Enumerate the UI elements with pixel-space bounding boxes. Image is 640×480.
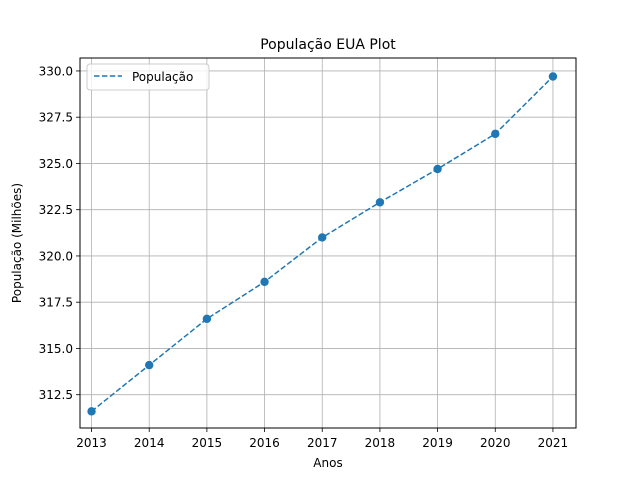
x-tick-label: 2014 [134,436,165,450]
x-tick-label: 2018 [365,436,396,450]
y-tick-label: 315.0 [39,342,73,356]
data-point [433,164,442,174]
x-tick-label: 2013 [76,436,107,450]
chart-title: População EUA Plot [260,37,396,53]
legend-label: População [132,70,193,84]
plot-area-frame [79,57,577,429]
data-point [87,407,96,416]
y-tick-label: 330.0 [39,64,73,78]
y-tick-label: 317.5 [39,296,73,310]
x-tick-label: 2017 [307,436,338,450]
legend: População [86,63,210,91]
x-axis: 2013 2014 2015 2016 2017 2018 2019 2020 2021 [76,428,568,450]
legend-box [86,63,210,91]
data-point [491,129,500,139]
y-tick-label: 327.5 [39,111,73,125]
x-tick-label: 2020 [480,436,511,450]
x-tick-label: 2016 [249,436,280,450]
data-point [145,360,154,370]
grid-layer [80,58,576,428]
y-axis: 312.5 315.0 317.5 320.0 322.5 325.0 327.5 330.0 [39,64,80,402]
y-tick-label: 320.0 [39,249,73,263]
data-point [260,277,269,287]
x-tick-label: 2019 [422,436,453,450]
data-point [375,198,385,207]
data-point [318,233,327,242]
series-layer [87,72,558,416]
data-point [202,314,212,324]
y-tick-label: 325.0 [39,157,73,171]
data-point [548,72,558,81]
y-axis-label: População (Milhões) [10,183,24,303]
y-tick-label: 322.5 [39,203,73,217]
x-axis-label: Anos [313,456,342,470]
x-tick-label: 2021 [538,436,569,450]
x-tick-label: 2015 [192,436,223,450]
y-tick-label: 312.5 [39,388,73,402]
